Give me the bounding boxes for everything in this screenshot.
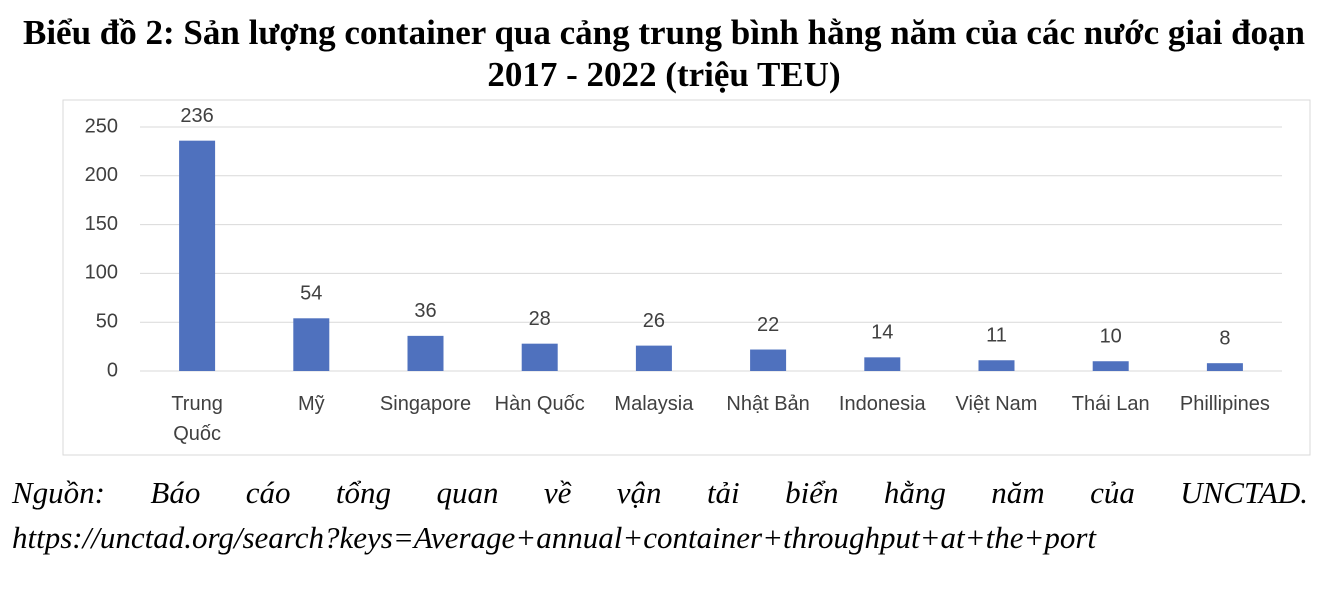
x-tick-label: Nhật Bản [726, 393, 810, 415]
source-text: Nguồn: Báo cáo tổng quan về vận tải biển… [12, 475, 1308, 510]
bar [635, 345, 672, 371]
bar [1092, 361, 1129, 371]
bar [1206, 363, 1243, 371]
value-label: 26 [643, 310, 665, 332]
bar [407, 335, 444, 371]
y-tick-label: 0 [107, 359, 118, 381]
x-tick-label: Hàn Quốc [494, 393, 585, 415]
y-tick-label: 50 [96, 310, 118, 332]
chart-title: Biểu đồ 2: Sản lượng container qua cảng … [22, 13, 1306, 94]
y-tick-label: 150 [85, 213, 118, 235]
source: Nguồn: Báo cáo tổng quan về vận tải biển… [12, 470, 1308, 560]
value-label: 28 [529, 308, 551, 330]
value-label: 10 [1100, 326, 1122, 348]
x-tick-label: Việt Nam [955, 393, 1038, 415]
value-label: 236 [180, 105, 213, 127]
x-tick-label: Singapore [379, 393, 472, 415]
x-tick-label: Thái Lan [1071, 393, 1150, 415]
value-label: 14 [871, 322, 893, 344]
bar [978, 360, 1015, 371]
value-label: 11 [986, 325, 1007, 347]
value-label: 36 [414, 300, 436, 322]
x-tick-label: Phillipines [1179, 393, 1270, 415]
bar [864, 357, 901, 371]
y-tick-label: 100 [85, 262, 118, 284]
bar [750, 349, 787, 371]
bar [521, 343, 558, 371]
value-label: 8 [1219, 327, 1230, 349]
bar [293, 318, 330, 371]
x-tick-label: Mỹ [297, 393, 325, 415]
chart-border [62, 99, 1311, 456]
source-url: https://unctad.org/search?keys=Average+a… [12, 520, 1097, 555]
value-label: 22 [757, 314, 779, 336]
bar [179, 140, 216, 371]
y-tick-label: 200 [85, 164, 118, 186]
x-tick-label: Trung Quốc [171, 393, 223, 445]
y-tick-label: 250 [85, 115, 118, 137]
value-label: 54 [300, 283, 322, 305]
x-tick-label: Malaysia [614, 393, 694, 415]
x-tick-label: Indonesia [838, 393, 926, 415]
